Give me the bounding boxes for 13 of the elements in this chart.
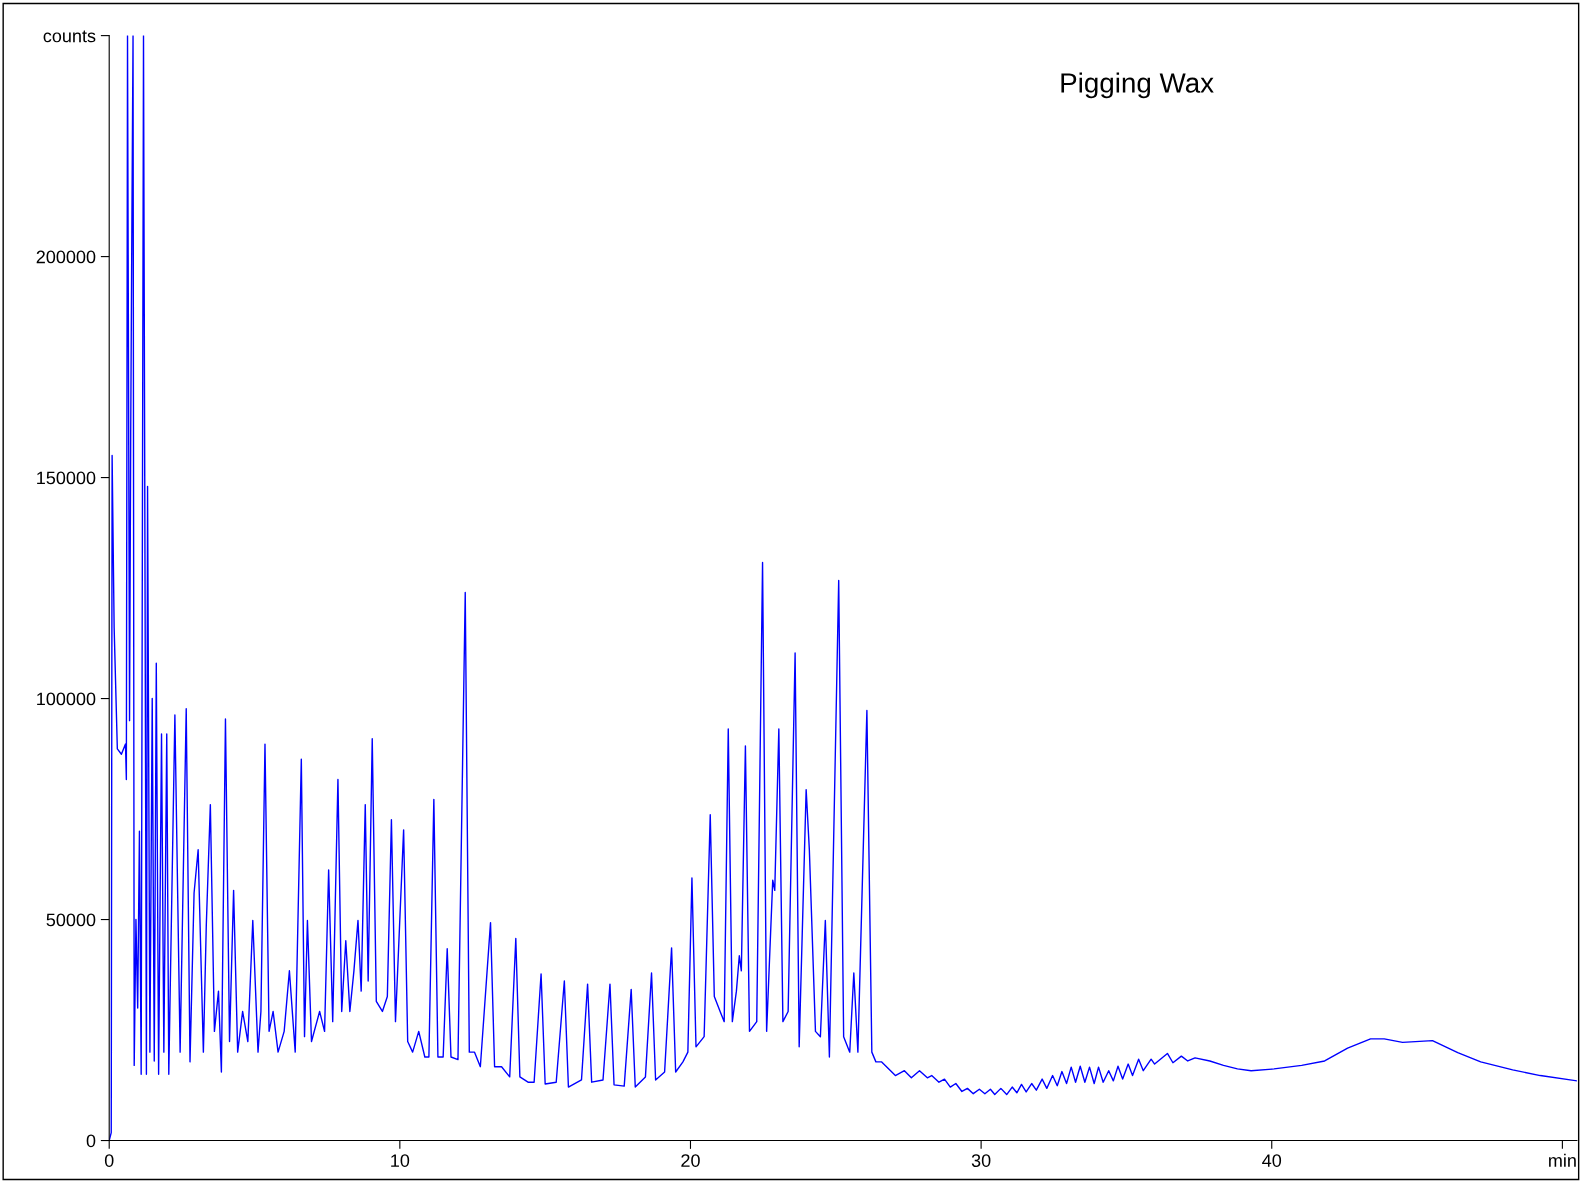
y-tick-label: 150000 <box>37 471 96 485</box>
x-tick-label: min <box>1549 1153 1576 1167</box>
x-tick-label: 40 <box>1262 1154 1282 1167</box>
x-tick-label: 30 <box>971 1154 991 1167</box>
y-tick-label: 200000 <box>36 250 96 264</box>
x-tick-label: 0 <box>104 1154 114 1167</box>
x-tick-label: 10 <box>391 1154 410 1167</box>
y-tick-label: 100000 <box>37 692 96 706</box>
y-tick-label: 50000 <box>46 913 96 927</box>
y-tick-label: 0 <box>86 1134 96 1148</box>
text: Pigging Wax <box>1061 72 1214 99</box>
y-tick-label: counts <box>43 30 96 43</box>
x-tick-label: 20 <box>681 1154 700 1167</box>
